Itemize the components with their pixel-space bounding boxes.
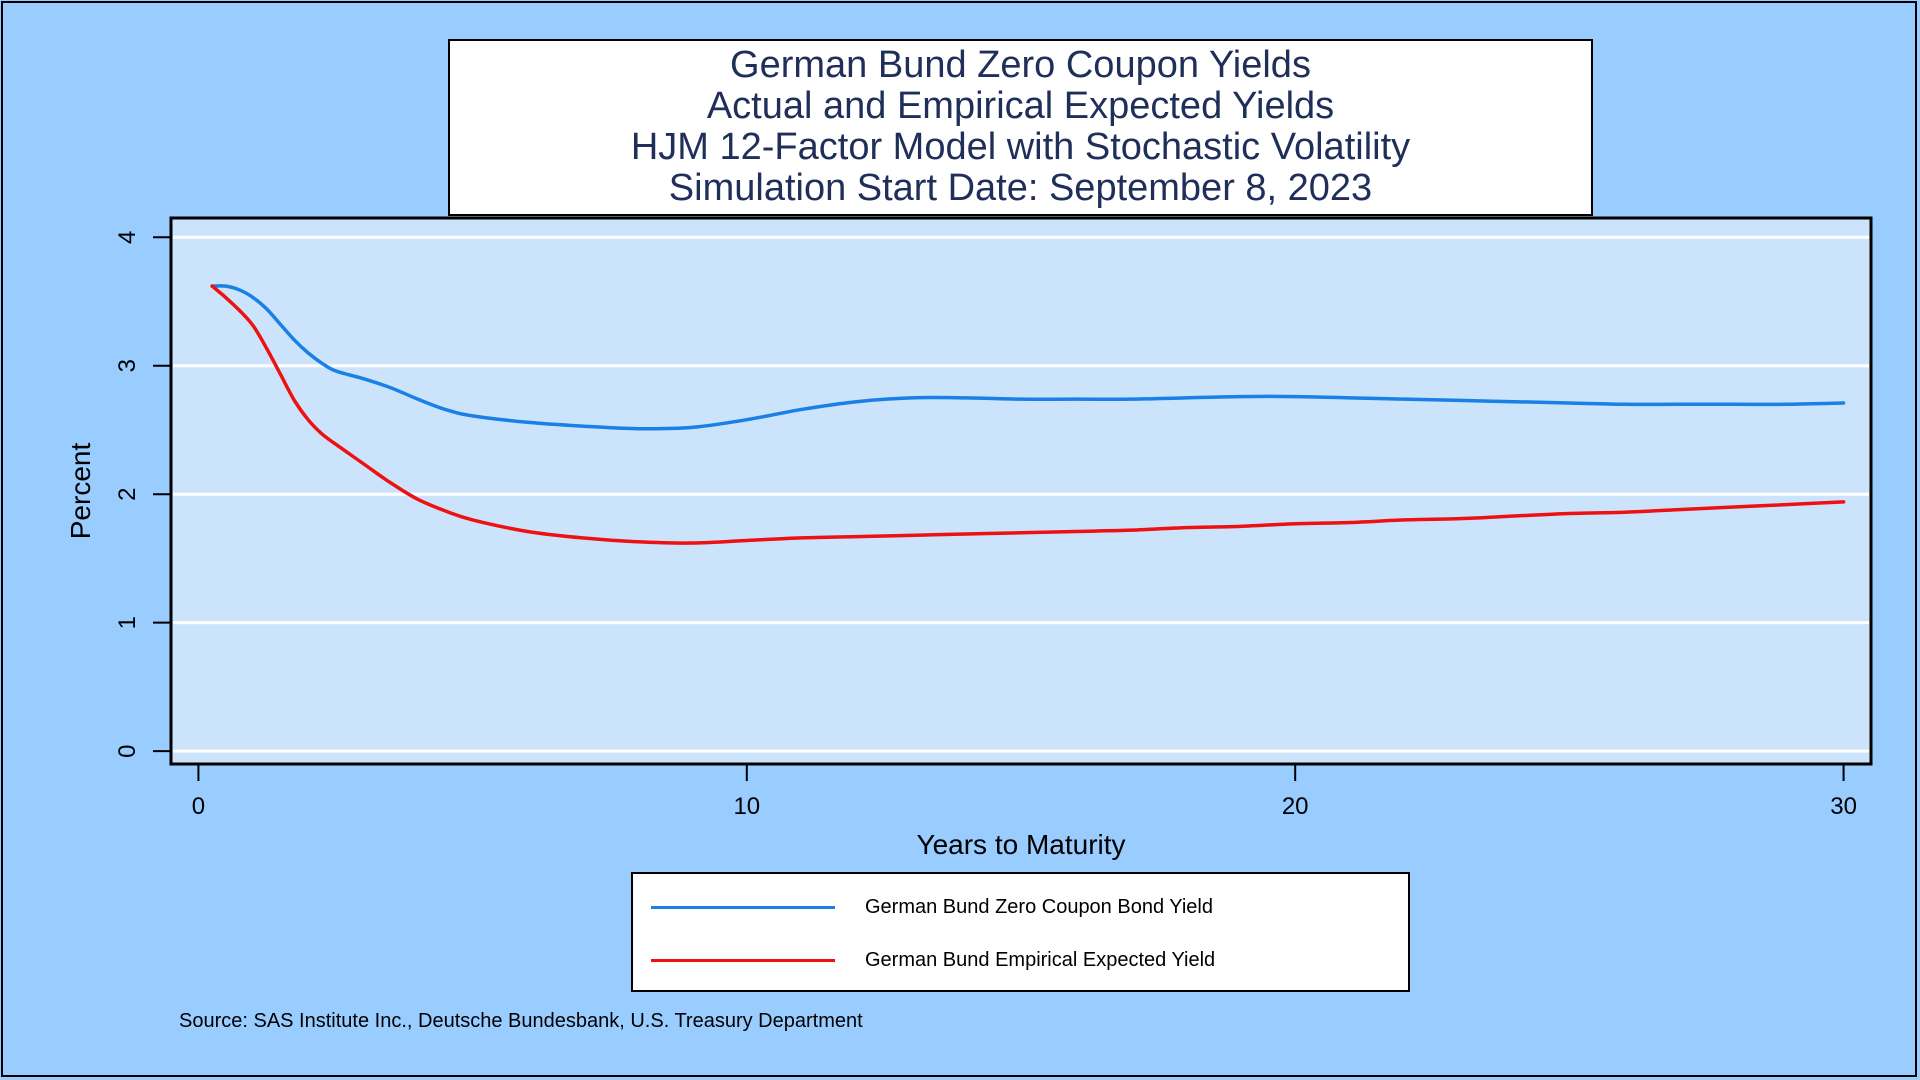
legend-label-expected: German Bund Empirical Expected Yield: [865, 948, 1216, 971]
series-line-expected: [210, 284, 1846, 545]
series-lines: [210, 284, 1846, 545]
series-line-actual: [210, 284, 1846, 431]
plot-area: [169, 216, 1873, 766]
title-line-3: HJM 12-Factor Model with Stochastic Vola…: [630, 126, 1411, 168]
title-line-4: Simulation Start Date: September 8, 2023: [668, 167, 1373, 209]
legend-label-actual: German Bund Zero Coupon Bond Yield: [865, 895, 1213, 918]
y-axis-label: Percent: [65, 443, 96, 540]
legend-item-expected: German Bund Empirical Expected Yield: [651, 945, 1215, 975]
y-tick-label-0: 0: [114, 744, 141, 757]
source-note: Source: SAS Institute Inc., Deutsche Bun…: [179, 1010, 863, 1032]
x-tick-label-20: 20: [1282, 793, 1309, 820]
axes: 0 1 2 3 4 0 10 20 30: [114, 231, 1857, 820]
x-axis-label: Years to Maturity: [916, 829, 1125, 860]
legend-swatch-expected: [651, 958, 835, 962]
x-tick-label-10: 10: [733, 793, 760, 820]
legend-item-actual: German Bund Zero Coupon Bond Yield: [651, 892, 1213, 922]
title-line-1: German Bund Zero Coupon Yields: [730, 44, 1311, 86]
x-tick-label-0: 0: [192, 793, 205, 820]
y-tick-label-3: 3: [114, 359, 141, 372]
gridlines: [173, 235, 1869, 753]
y-tick-label-2: 2: [114, 488, 141, 501]
y-tick-label-4: 4: [114, 231, 141, 244]
x-tick-label-30: 30: [1830, 793, 1857, 820]
title-line-2: Actual and Empirical Expected Yields: [706, 85, 1335, 127]
legend-swatch-actual: [651, 905, 835, 909]
legend: German Bund Zero Coupon Bond Yield Germa…: [631, 872, 1410, 992]
chart-title: German Bund Zero Coupon Yields Actual an…: [448, 39, 1593, 216]
y-tick-label-1: 1: [114, 616, 141, 629]
